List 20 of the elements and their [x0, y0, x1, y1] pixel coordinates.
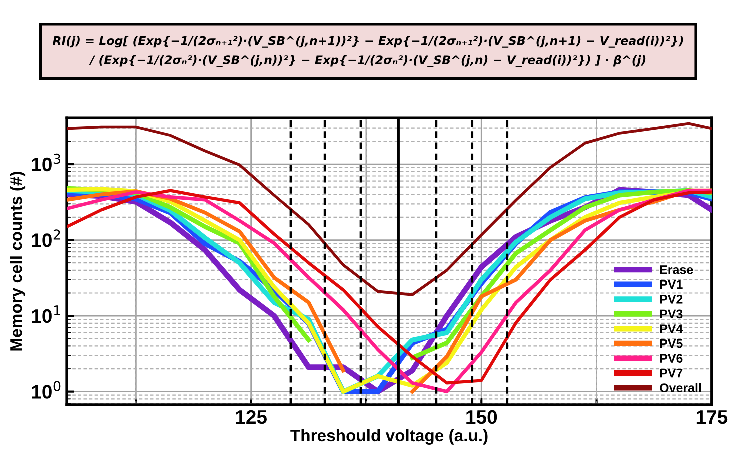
legend-label: Overall [660, 383, 702, 393]
legend-label: PV2 [660, 295, 683, 304]
y-axis-title: Memory cell counts (#) [10, 172, 26, 351]
x-tick-label: 150 [466, 410, 498, 424]
legend-label: PV5 [660, 339, 683, 348]
legend-label: PV3 [660, 310, 683, 319]
legend-label: PV1 [660, 280, 683, 289]
legend-label: Erase [660, 266, 694, 274]
x-axis-title: Threshould voltage (a.u.) [290, 429, 488, 445]
x-tick-label: 175 [696, 410, 728, 424]
legend-label: PV6 [660, 354, 683, 363]
text: RI(j) = Log[ (Exp{−1/(2σₙ₊₁²)·(V_SB^(j,n+1))²} − Exp{−1/(2σₙ₊₁²)·(V_SB^(j,n+1) − V_read(i))²}) / (Exp{−1/(2σₙ²)·(V_SB^(j,n))²} − Exp{−1/(2σₙ²)·(V_SB^(j,n) − V_read(i))²}) ] · β^(j) [52, 36, 684, 68]
y-tick-label: 10$^{0}$ [32, 381, 61, 399]
line-series [67, 122, 712, 296]
legend-label: PV4 [660, 324, 684, 334]
y-tick-label: 10$^{1}$ [32, 306, 60, 324]
x-tick-label: 125 [236, 410, 267, 424]
legend-label: PV7 [660, 369, 683, 378]
y-tick-label: 10$^{3}$ [32, 154, 60, 172]
y-tick-label: 10$^{2}$ [32, 230, 60, 248]
